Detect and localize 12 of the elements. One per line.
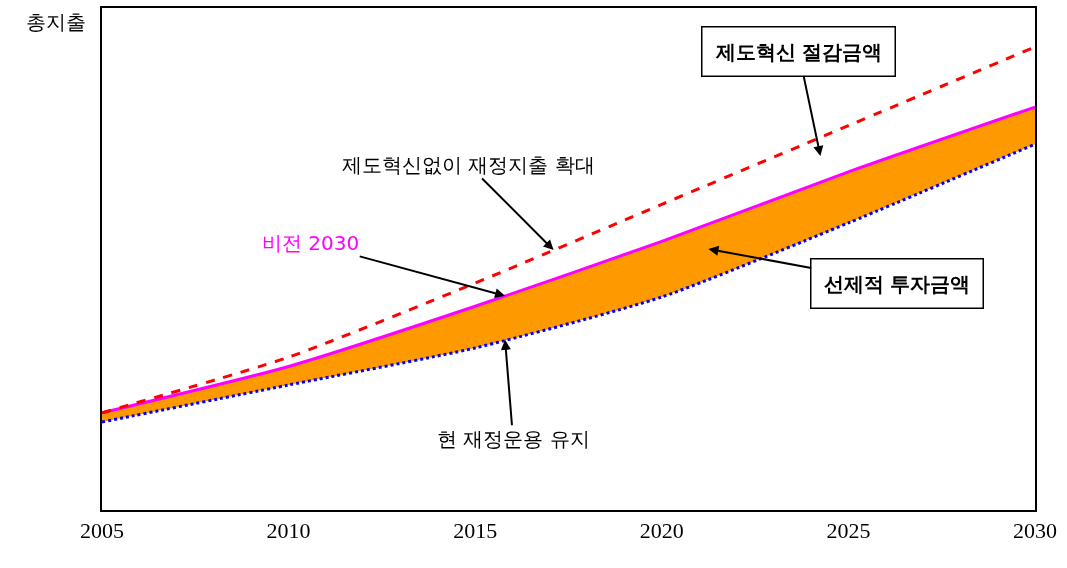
annotation: 선제적 투자금액 — [823, 271, 971, 296]
x-tick-label: 2020 — [639, 518, 684, 544]
text: 제도혁신없이 재정지출 확대 — [342, 153, 595, 177]
x-tick-label: 2010 — [266, 518, 311, 544]
text: 현 재정운용 유지 — [437, 427, 590, 451]
x-tick-label: 2015 — [453, 518, 498, 544]
y-axis-title: 총지출 — [26, 10, 86, 34]
x-tick-label: 2025 — [826, 518, 871, 544]
x-tick-label: 2005 — [80, 518, 124, 544]
x-tick-label: 2030 — [1013, 518, 1057, 544]
text: 비전 2030 — [262, 231, 360, 255]
annotation: 제도혁신 절감금액 — [714, 39, 883, 64]
